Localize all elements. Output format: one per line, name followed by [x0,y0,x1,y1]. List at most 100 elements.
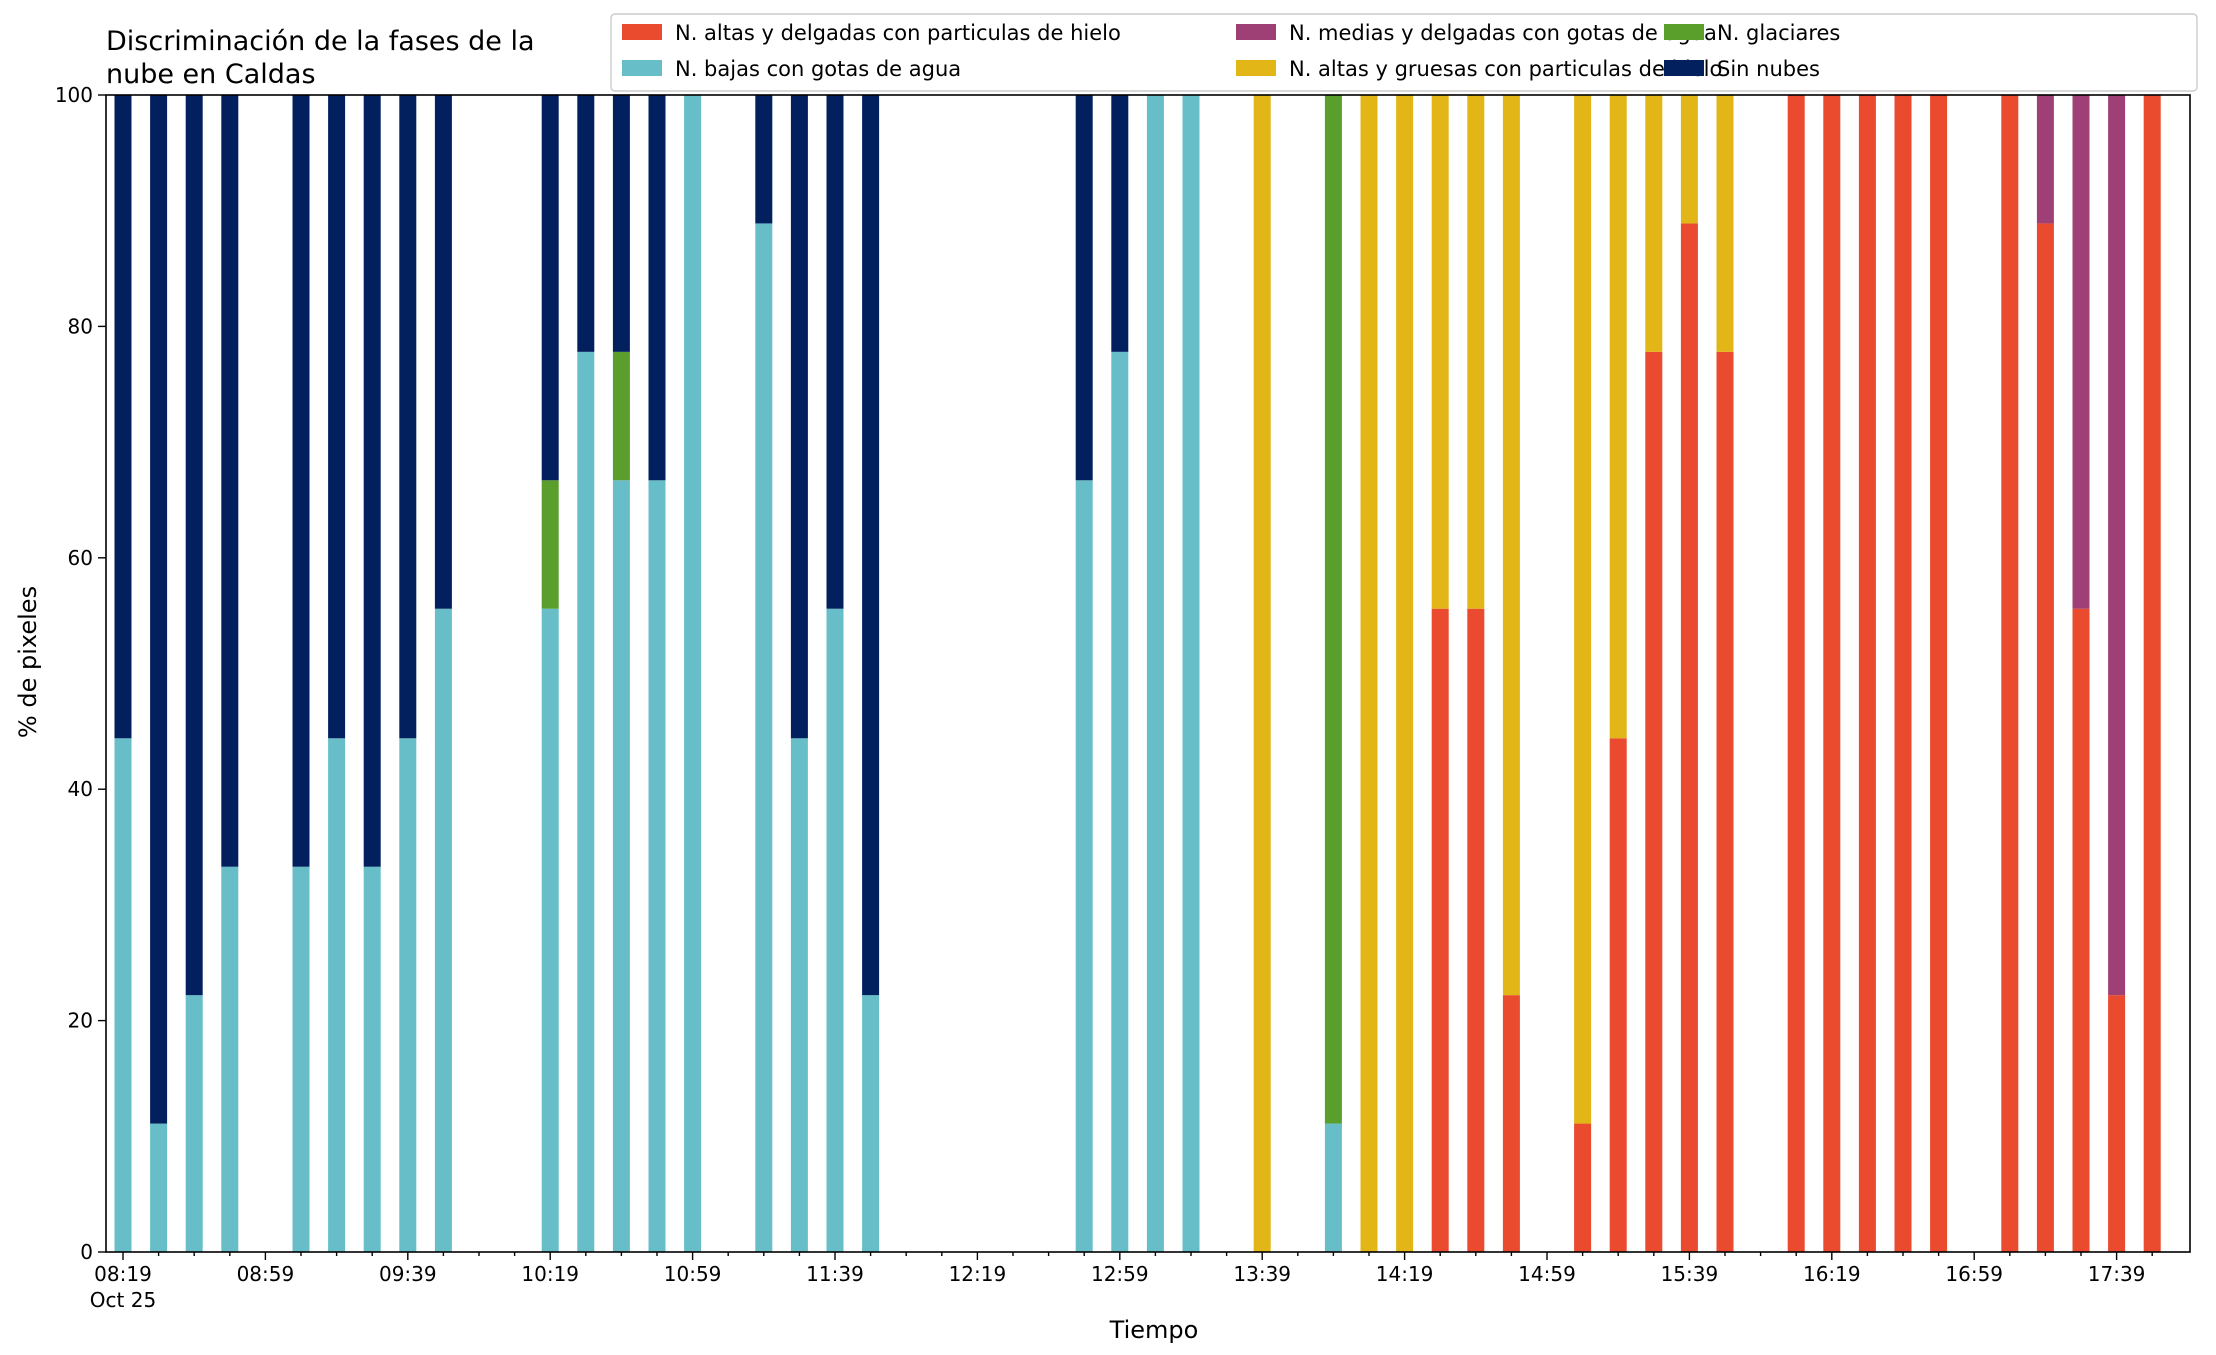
bar-segment-1019-s3 [541,480,559,609]
x-tick-label: 15:39 [1661,1262,1719,1286]
bar-segment-1549-s1 [1716,95,1734,352]
legend-swatch [1664,60,1704,76]
bar-segment-1729-s4 [2072,95,2090,609]
bar-segment-0939-s2 [399,738,417,1252]
x-tick-label: 16:19 [1803,1262,1861,1286]
ticks-layer: 0 20 40 60 80 100 08:19 08:59 09:39 10:19 10:59 11:… [55,83,2153,1312]
bar-segment-1639-s0 [1894,95,1912,1252]
bar-segment-1339-s1 [1253,95,1271,1252]
x-tick-label: 08:59 [237,1262,295,1286]
bar-segment-1059-s2 [684,95,702,1252]
bar-segment-1439-s0 [1467,608,1485,1252]
legend-entry: N. altas y gruesas con particulas de hie… [1289,57,1722,81]
x-axis-label: Tiempo [1109,1316,1199,1344]
x-date-label: Oct 25 [90,1288,156,1312]
bar-segment-1129-s2 [790,738,808,1252]
x-tick-label: 10:59 [664,1262,722,1286]
bar-segment-1129-s5 [790,95,808,739]
bar-segment-1019-s5 [541,95,559,481]
bar-segment-1359-s2 [1324,1123,1342,1252]
bar-segment-1139-s2 [826,608,844,1252]
bar-segment-1249-s5 [1075,95,1093,481]
bar-segment-1539-s1 [1680,95,1698,224]
bar-segment-1519-s1 [1609,95,1627,739]
bar-segment-1529-s0 [1645,351,1663,1253]
bar-segment-0849-s5 [221,95,239,867]
bar-segment-0839-s2 [185,995,203,1252]
legend-swatch [1236,60,1276,76]
bar-segment-1409-s1 [1360,95,1378,1252]
x-tick-label: 17:39 [2088,1262,2146,1286]
x-tick-label: 10:19 [521,1262,579,1286]
legend-swatch [622,24,662,40]
legend-swatch [1664,24,1704,40]
x-tick-label: 12:59 [1091,1262,1149,1286]
bar-segment-1419-s1 [1396,95,1414,1252]
legend-box [610,13,2198,92]
bar-segment-1049-s5 [648,95,666,481]
bar-segment-0929-s5 [363,95,381,867]
bar-segment-1149-s5 [862,95,880,996]
bar-segment-0949-s5 [434,95,452,609]
legend-entry: N. altas y delgadas con particulas de hi… [675,21,1121,45]
bar-segment-1359-s3 [1324,95,1342,1124]
x-tick-label: 16:59 [1945,1262,2003,1286]
bar-segment-0849-s2 [221,866,239,1252]
bar-segment-0949-s2 [434,608,452,1252]
bar-segment-1039-s5 [612,95,630,352]
bar-segment-1259-s5 [1111,95,1129,352]
bar-segment-0909-s2 [292,866,310,1252]
legend: N. altas y delgadas con particulas de hi… [610,13,2198,92]
bar-segment-1119-s2 [755,223,773,1253]
bar-segment-1629-s0 [1858,95,1876,1252]
bar-segment-1139-s5 [826,95,844,609]
bar-segment-1649-s0 [1930,95,1948,1252]
bar-segment-1049-s2 [648,480,666,1252]
bars-layer [114,95,2161,1253]
bar-segment-1119-s5 [755,95,773,224]
bar-segment-1549-s0 [1716,351,1734,1253]
legend-swatch [1236,24,1276,40]
bar-segment-1439-s1 [1467,95,1485,609]
x-tick-label: 13:39 [1233,1262,1291,1286]
bar-segment-1719-s4 [2036,95,2054,224]
bar-segment-1319-s2 [1182,95,1200,1252]
bar-segment-1739-s0 [2108,995,2126,1252]
bar-segment-1519-s0 [1609,738,1627,1252]
bar-segment-0939-s5 [399,95,417,739]
y-tick-label: 60 [68,546,93,570]
bar-segment-1719-s0 [2036,223,2054,1253]
legend-entry: Sin nubes [1717,57,1820,81]
axes [105,94,2191,1253]
bar-segment-1609-s0 [1787,95,1805,1252]
bar-segment-0909-s5 [292,95,310,867]
bar-segment-0919-s2 [328,738,346,1252]
bar-segment-1429-s1 [1431,95,1449,609]
bar-segment-1709-s0 [2001,95,2019,1252]
legend-entry: N. medias y delgadas con gotas de agua [1289,21,1717,45]
bar-segment-0839-s5 [185,95,203,996]
bar-segment-1019-s2 [541,608,559,1252]
bar-segment-0819-s5 [114,95,132,739]
bar-segment-1749-s0 [2143,95,2161,1252]
y-tick-label: 0 [80,1240,93,1264]
legend-swatch [622,60,662,76]
bar-segment-1509-s0 [1574,1123,1592,1252]
bar-segment-1029-s2 [577,351,595,1253]
x-tick-label: 14:59 [1518,1262,1576,1286]
bar-segment-1259-s2 [1111,351,1129,1253]
bar-segment-1739-s4 [2108,95,2126,996]
legend-entry: N. glaciares [1717,21,1840,45]
y-tick-label: 80 [68,314,93,338]
y-tick-label: 100 [55,83,93,107]
chart-title-line-2: nube en Caldas [106,59,316,90]
bar-segment-1619-s0 [1823,95,1841,1252]
bar-segment-1729-s0 [2072,608,2090,1252]
x-tick-label: 09:39 [379,1262,437,1286]
x-tick-label: 08:19 [94,1262,152,1286]
bar-segment-0819-s2 [114,738,132,1252]
chart-title: Discriminación de la fases de la nube en… [106,26,535,90]
bar-segment-1429-s0 [1431,608,1449,1252]
bar-segment-1309-s2 [1146,95,1164,1252]
